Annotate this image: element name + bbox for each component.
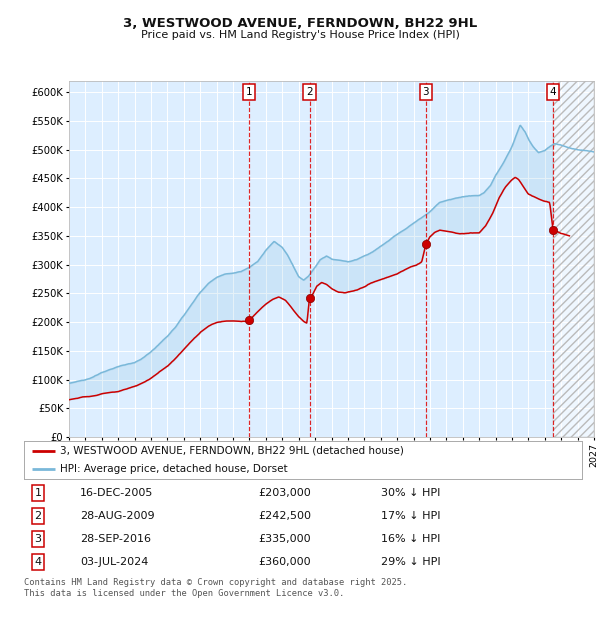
Text: 3, WESTWOOD AVENUE, FERNDOWN, BH22 9HL: 3, WESTWOOD AVENUE, FERNDOWN, BH22 9HL (123, 17, 477, 30)
Text: 17% ↓ HPI: 17% ↓ HPI (381, 511, 440, 521)
Text: 28-AUG-2009: 28-AUG-2009 (80, 511, 154, 521)
Text: This data is licensed under the Open Government Licence v3.0.: This data is licensed under the Open Gov… (24, 589, 344, 598)
Text: 2: 2 (34, 511, 41, 521)
Text: 03-JUL-2024: 03-JUL-2024 (80, 557, 148, 567)
Text: 28-SEP-2016: 28-SEP-2016 (80, 534, 151, 544)
Text: 1: 1 (34, 488, 41, 498)
Text: Contains HM Land Registry data © Crown copyright and database right 2025.: Contains HM Land Registry data © Crown c… (24, 578, 407, 587)
Text: 29% ↓ HPI: 29% ↓ HPI (381, 557, 441, 567)
Text: 30% ↓ HPI: 30% ↓ HPI (381, 488, 440, 498)
Text: 16% ↓ HPI: 16% ↓ HPI (381, 534, 440, 544)
Text: 2: 2 (306, 87, 313, 97)
Text: £203,000: £203,000 (259, 488, 311, 498)
Text: 3: 3 (422, 87, 429, 97)
Text: 3: 3 (34, 534, 41, 544)
Text: HPI: Average price, detached house, Dorset: HPI: Average price, detached house, Dors… (60, 464, 288, 474)
Text: 16-DEC-2005: 16-DEC-2005 (80, 488, 153, 498)
Text: 4: 4 (34, 557, 41, 567)
Text: £360,000: £360,000 (259, 557, 311, 567)
Text: £335,000: £335,000 (259, 534, 311, 544)
Text: 4: 4 (550, 87, 556, 97)
Text: Price paid vs. HM Land Registry's House Price Index (HPI): Price paid vs. HM Land Registry's House … (140, 30, 460, 40)
Text: £242,500: £242,500 (259, 511, 311, 521)
Text: 3, WESTWOOD AVENUE, FERNDOWN, BH22 9HL (detached house): 3, WESTWOOD AVENUE, FERNDOWN, BH22 9HL (… (60, 446, 404, 456)
Text: 1: 1 (245, 87, 252, 97)
